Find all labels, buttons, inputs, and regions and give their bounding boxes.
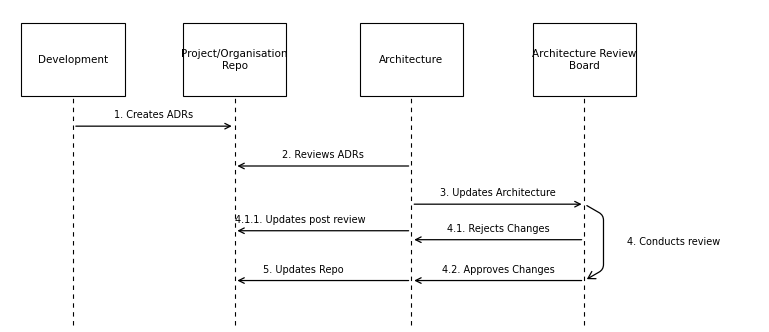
Text: 1. Creates ADRs: 1. Creates ADRs [115, 110, 193, 120]
Text: 4.1.1. Updates post review: 4.1.1. Updates post review [235, 215, 365, 225]
Text: Architecture Review
Board: Architecture Review Board [532, 49, 637, 71]
FancyBboxPatch shape [360, 23, 463, 96]
FancyArrowPatch shape [587, 206, 604, 279]
FancyBboxPatch shape [532, 23, 637, 96]
Text: 2. Reviews ADRs: 2. Reviews ADRs [282, 150, 364, 160]
Text: Architecture: Architecture [379, 55, 444, 65]
FancyBboxPatch shape [21, 23, 125, 96]
Text: 4.1. Rejects Changes: 4.1. Rejects Changes [447, 224, 549, 234]
Text: 3. Updates Architecture: 3. Updates Architecture [440, 188, 556, 198]
FancyBboxPatch shape [183, 23, 286, 96]
Text: 4.2. Approves Changes: 4.2. Approves Changes [441, 265, 554, 275]
Text: Development: Development [38, 55, 108, 65]
Text: 4. Conducts review: 4. Conducts review [627, 237, 720, 247]
Text: 5. Updates Repo: 5. Updates Repo [264, 265, 344, 275]
Text: Project/Organisation
Repo: Project/Organisation Repo [181, 49, 288, 71]
